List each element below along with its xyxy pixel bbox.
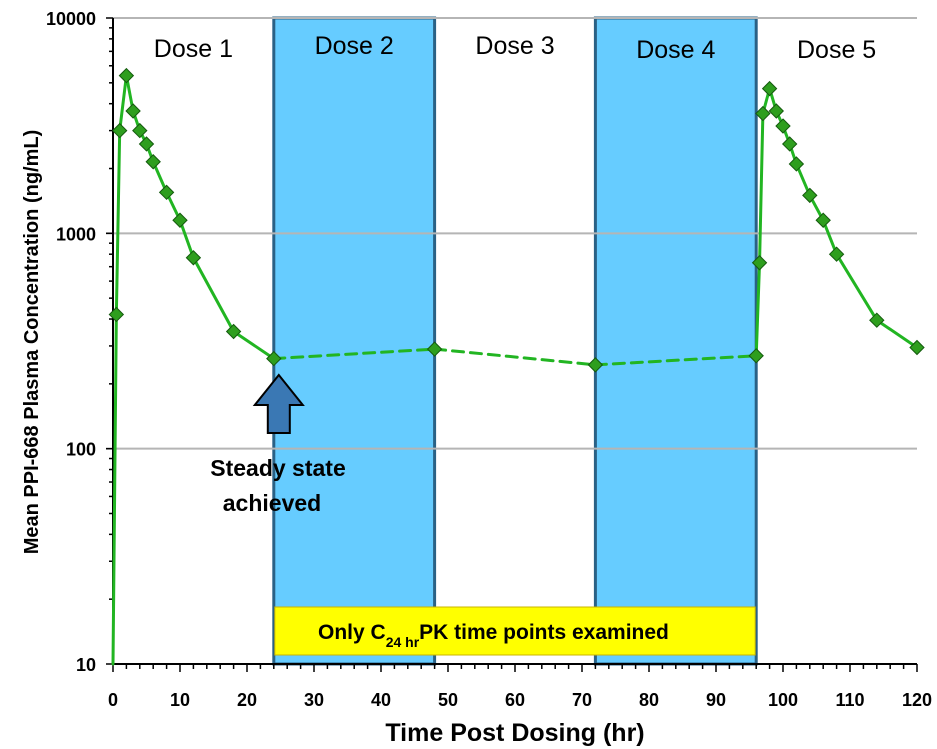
y-tick-label: 10 (76, 655, 96, 675)
steady-state-label-line2: achieved (223, 490, 321, 516)
series-segment-dashed (433, 347, 597, 367)
x-tick-label: 10 (170, 690, 190, 710)
data-point (587, 357, 604, 373)
dose-shaded-regions (272, 16, 758, 666)
data-point (751, 255, 768, 271)
series-segment (754, 261, 762, 358)
y-tick-labels: 10 100 1000 10000 (46, 9, 96, 675)
data-point (775, 118, 791, 134)
dose-label-5: Dose 5 (797, 36, 876, 64)
data-point (828, 246, 845, 262)
y-axis-title: Mean PPI-668 Plasma Concentration (ng/mL… (21, 130, 43, 555)
data-point (118, 67, 135, 84)
y-tick-label: 100 (66, 440, 96, 460)
data-point (788, 156, 805, 172)
dose-label-2: Dose 2 (315, 32, 394, 60)
data-point (802, 187, 818, 204)
x-tick-label: 70 (572, 690, 592, 710)
data-point (869, 312, 885, 328)
data-point (761, 80, 778, 97)
dose-label-3: Dose 3 (475, 32, 554, 60)
banner-box (274, 606, 756, 656)
series-segment-dashed (593, 354, 758, 367)
x-axis-title: Time Post Dosing (hr) (385, 719, 644, 747)
y-tick-label: 10000 (46, 9, 96, 29)
y-tick-label: 1000 (56, 224, 96, 244)
series-segment (758, 112, 765, 265)
series-segment-dashed (272, 347, 437, 361)
series-segment (111, 312, 118, 666)
data-point (768, 103, 785, 119)
steady-state-label-line1: Steady state (210, 455, 346, 481)
shaded-region-1 (272, 16, 437, 666)
gridlines (113, 17, 917, 450)
tick-marks (106, 17, 918, 672)
data-point (158, 184, 175, 201)
series-segment (232, 330, 276, 361)
x-tick-label: 100 (768, 690, 798, 710)
x-tick-labels: 0 10 20 30 40 50 60 70 80 90 100 110 120 (108, 690, 932, 710)
series-segment (875, 318, 919, 349)
series-segment (835, 252, 879, 322)
x-tick-label: 80 (639, 690, 659, 710)
x-tick-label: 60 (505, 690, 525, 710)
x-tick-label: 30 (304, 690, 324, 710)
banner-text: Only C24 hrPK time points examined (318, 621, 669, 650)
data-point (266, 350, 282, 367)
steady-state-annotation: Steady state achieved (210, 373, 346, 516)
x-tick-label: 40 (371, 690, 391, 710)
x-tick-label: 90 (706, 690, 726, 710)
x-tick-label: 110 (835, 690, 864, 710)
data-point (125, 103, 141, 119)
data-point (755, 105, 771, 122)
data-point (815, 212, 831, 228)
series-segment (821, 218, 839, 256)
series-markers (108, 67, 925, 373)
dose-label-4: Dose 4 (636, 36, 715, 64)
series-segment (178, 218, 195, 260)
data-point (185, 250, 202, 266)
x-tick-label: 20 (237, 690, 257, 710)
data-point (909, 339, 925, 356)
data-point (172, 212, 188, 228)
data-point (426, 341, 443, 357)
series-segment (114, 129, 122, 316)
data-point (145, 154, 161, 170)
axes (112, 18, 917, 665)
data-point (225, 323, 242, 340)
x-tick-label: 120 (902, 690, 932, 710)
x-tick-label: 50 (438, 690, 458, 710)
series-segment (191, 256, 236, 334)
shaded-region-2 (593, 16, 758, 666)
pk-banner: Only C24 hrPK time points examined (274, 606, 756, 656)
series-segment (118, 74, 128, 133)
data-point (781, 136, 798, 152)
data-point (138, 136, 155, 152)
x-tick-label: 0 (108, 690, 118, 710)
data-point (132, 122, 148, 139)
arrow-icon (252, 373, 305, 434)
data-point (108, 306, 125, 323)
dose-label-1: Dose 1 (154, 35, 233, 63)
data-point (111, 122, 128, 139)
data-point (748, 348, 764, 364)
dose-labels: Dose 1 Dose 2 Dose 3 Dose 4 Dose 5 (154, 32, 876, 64)
